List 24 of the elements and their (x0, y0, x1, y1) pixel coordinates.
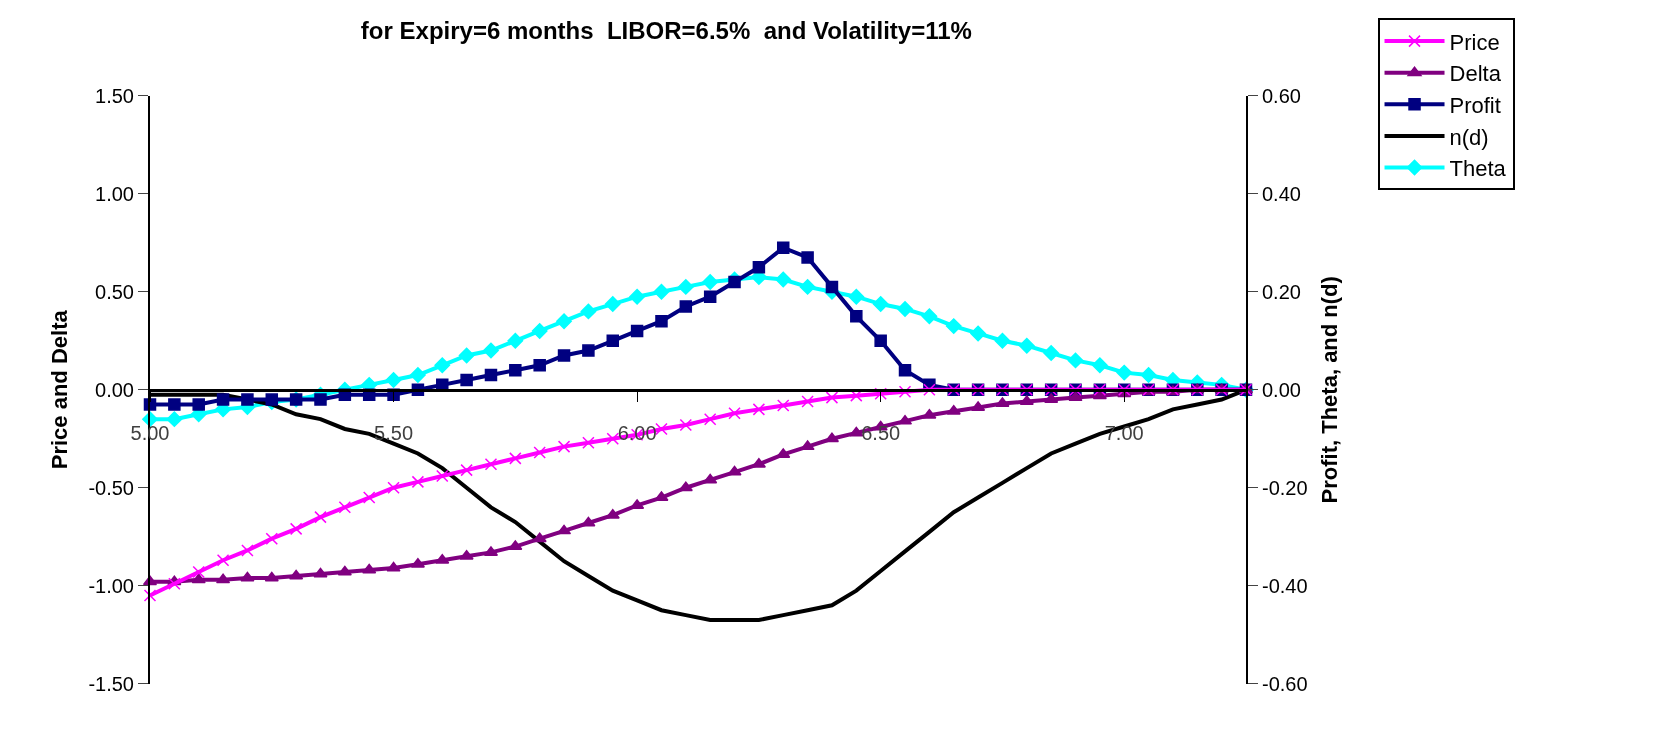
y2-axis-title: Profit, Theta, and n(d) (1316, 276, 1342, 504)
legend-label: Profit (1449, 92, 1501, 118)
y-tick-label: -1.50 (88, 672, 134, 695)
legend-label: n(d) (1449, 124, 1489, 150)
y2-tick-label: -0.40 (1262, 574, 1308, 597)
x-tick-label: 7.00 (1104, 421, 1144, 444)
y2-tick-label: -0.60 (1262, 672, 1308, 695)
legend-label: Price (1449, 29, 1500, 55)
y2-tick-label: 0.00 (1262, 378, 1301, 401)
y-axis-title: Price and Delta (46, 309, 72, 470)
y-tick-label: -1.00 (88, 574, 134, 597)
y-tick-label: 0.00 (95, 378, 134, 401)
legend-label: Delta (1449, 61, 1502, 87)
y-tick-label: 0.50 (95, 280, 134, 303)
y-tick-label: -0.50 (88, 476, 134, 499)
y-tick-label: 1.50 (95, 84, 134, 107)
y2-tick-label: 0.60 (1262, 84, 1301, 107)
y2-tick-label: -0.20 (1262, 476, 1308, 499)
y-tick-label: 1.00 (95, 182, 134, 205)
y2-tick-label: 0.40 (1262, 182, 1301, 205)
x-tick-label: 5.50 (374, 421, 414, 444)
legend-label: Theta (1449, 156, 1507, 182)
y2-tick-label: 0.20 (1262, 280, 1301, 303)
chart-title: for Expiry=6 months LIBOR=6.5% and Volatility=11% (360, 16, 972, 44)
